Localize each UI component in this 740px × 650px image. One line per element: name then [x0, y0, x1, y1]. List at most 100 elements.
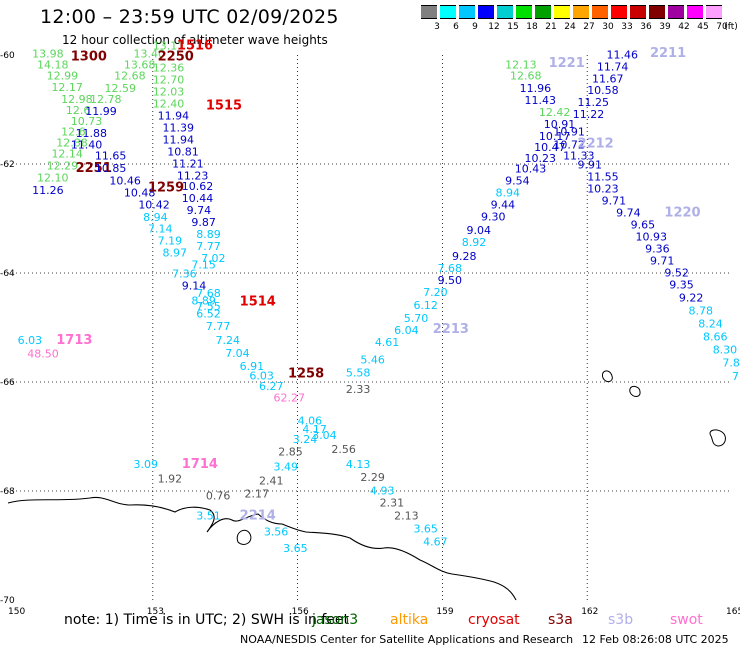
wave-height-value: 3.51	[196, 509, 221, 522]
wave-height-value: 8.66	[703, 331, 728, 344]
longitude-label: 156	[292, 607, 309, 617]
wave-height-value: 8.78	[689, 304, 714, 317]
scale-swatch	[478, 5, 494, 19]
antarctic-coastline	[7, 496, 517, 601]
wave-height-value: 11.26	[32, 184, 64, 197]
pass-time-label: 1300	[71, 49, 107, 64]
wave-height-value: 10.73	[71, 115, 103, 128]
wave-height-value: 7.19	[158, 235, 183, 248]
wave-height-value: 10.72	[553, 139, 585, 152]
wave-height-value: 6.12	[413, 299, 438, 312]
wave-height-value: 12.10	[37, 171, 69, 184]
wave-height-value: 11.46	[607, 48, 639, 61]
wave-height-value: 1.92	[158, 472, 183, 485]
wave-height-value: 3.24	[293, 433, 318, 446]
wave-height-value: 12.68	[510, 70, 542, 83]
wave-height-value: 62.27	[273, 392, 305, 405]
scale-label: 6	[453, 22, 459, 32]
wave-height-value: 5.70	[404, 312, 429, 325]
scale-swatch	[630, 5, 646, 19]
scale-label: 24	[564, 22, 576, 32]
scale-label: 36	[640, 22, 652, 32]
mission-s3a: s3a	[548, 612, 573, 628]
scale-label: 15	[507, 22, 519, 32]
wave-height-value: 10.58	[587, 84, 619, 97]
wave-height-value: 12.42	[539, 106, 571, 119]
coastline	[7, 370, 726, 601]
scale-swatch	[706, 5, 722, 19]
map-grid: 150 153 156 159 162 165 -60 -62 -64 -66 -68 -70	[0, 51, 740, 617]
wave-height-value: 9.91	[578, 158, 603, 171]
latitude-label: -60	[0, 51, 15, 61]
scale-label: 27	[583, 22, 595, 32]
wave-height-value: 6.03	[18, 334, 43, 347]
wave-height-value: 12.40	[153, 97, 185, 110]
wave-height-value: 5.46	[360, 353, 385, 366]
wave-height-value: 13.68	[124, 59, 156, 72]
wave-height-value: 8.89	[191, 295, 216, 308]
pass-time-label: 2212	[578, 137, 614, 152]
wave-height-value: 9.35	[669, 278, 694, 291]
wave-height-value: 2.33	[346, 383, 371, 396]
wave-height-value: 8.24	[698, 318, 723, 331]
scale-label: 18	[526, 22, 538, 32]
latitude-label: -64	[0, 269, 15, 279]
wave-height-value: 11.94	[158, 109, 190, 122]
wave-height-value: 12.6	[66, 104, 91, 117]
wave-height-value: 7.04	[225, 347, 250, 360]
wave-height-value: 7.15	[191, 259, 216, 272]
wave-height-value: 10.42	[138, 199, 170, 212]
scale-unit-label: (ft)	[724, 22, 738, 32]
wave-height-value: 11.25	[578, 96, 610, 109]
longitude-label: 150	[8, 607, 25, 617]
wave-height-value: 12.17	[51, 81, 83, 94]
wave-height-value: 10.46	[109, 175, 141, 188]
wave-height-value: 4.17	[302, 423, 327, 436]
wave-height-value: 8.92	[462, 236, 487, 249]
wave-height-value: 11.40	[71, 139, 103, 152]
wave-height-value: 9.30	[481, 211, 506, 224]
wave-height-value: 11.21	[172, 157, 204, 170]
small-island	[601, 370, 613, 383]
wave-height-value: 14.18	[37, 59, 69, 72]
wave-height-value: 4.67	[423, 536, 448, 549]
scale-label: 33	[621, 22, 633, 32]
pass-time-label: 1258	[288, 367, 324, 382]
scale-swatch	[668, 5, 684, 19]
pass-time-label: 2213	[433, 322, 469, 337]
wave-height-value: 4.61	[375, 336, 400, 349]
wave-height-value: 7.02	[201, 252, 226, 265]
wave-height-value: 7.8	[722, 357, 740, 370]
wave-height-value: 6.52	[196, 308, 221, 321]
wave-height-value: 7.14	[148, 223, 173, 236]
scale-label: 70	[716, 22, 728, 32]
wave-height-value: 3.49	[273, 460, 298, 473]
wave-height-value: 11.65	[95, 150, 127, 163]
wave-height-value: 2.56	[331, 443, 356, 456]
scale-swatch	[611, 5, 627, 19]
wave-height-value: 7.55	[196, 300, 221, 313]
pass-time-label: 1220	[664, 205, 700, 220]
wave-height-value: 10.44	[182, 192, 214, 205]
scale-swatch	[592, 5, 608, 19]
wave-height-value: 11.88	[76, 127, 108, 140]
scale-label: 9	[472, 22, 478, 32]
wave-height-value: 11.22	[573, 108, 605, 121]
wave-height-value: 9.04	[467, 224, 492, 237]
wave-height-value: 13.98	[32, 48, 64, 61]
wave-height-value: 9.52	[664, 266, 689, 279]
wave-height-value: 12.88	[56, 137, 87, 150]
wave-height-value: 7.68	[438, 262, 463, 275]
wave-height-value: 2.31	[380, 496, 405, 509]
wave-height-value: 8.94	[495, 187, 520, 200]
wave-height-value: 9.14	[182, 279, 207, 292]
wave-height-value: 10.47	[534, 141, 566, 154]
scale-label: 12	[488, 22, 500, 32]
wave-height-value: 5.58	[346, 367, 371, 380]
wave-height-value: 11.33	[563, 150, 595, 163]
wave-height-value: 9.28	[452, 250, 477, 263]
scale-swatch	[459, 5, 475, 19]
wave-height-value: 9.87	[191, 216, 216, 229]
generation-timestamp: 12 Feb 08:26:08 UTC 2025	[582, 633, 729, 646]
wave-height-value: 7.36	[172, 267, 197, 280]
